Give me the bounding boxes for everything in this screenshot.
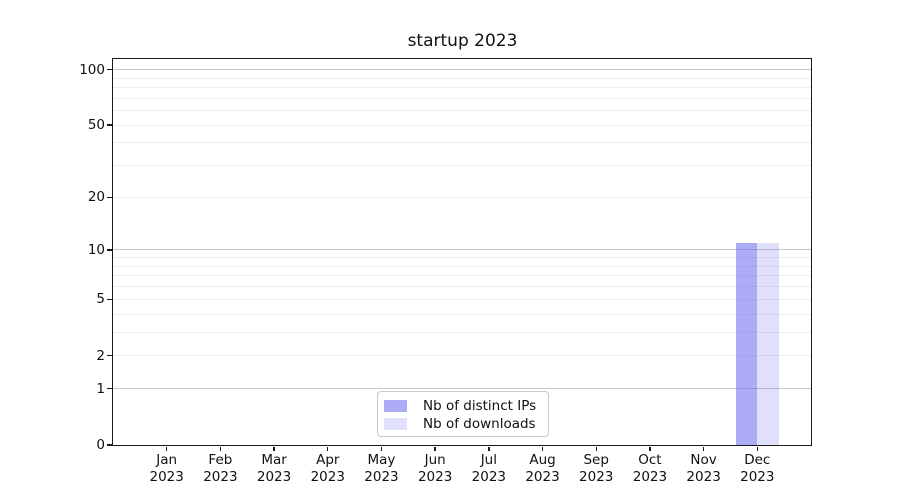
- gridline-minor: [113, 275, 811, 277]
- y-tick-label: 10: [87, 241, 105, 258]
- bar-nb-of-downloads: [757, 242, 779, 445]
- gridline-minor: [113, 355, 811, 357]
- legend-swatch-downloads: [384, 418, 407, 430]
- gridline-major: [113, 249, 811, 251]
- y-tick-label: 5: [96, 291, 105, 308]
- legend-label-distinct-ips: Nb of distinct IPs: [423, 398, 537, 414]
- x-tick-label: Jul 2023: [471, 452, 507, 485]
- x-tick-label: Nov 2023: [686, 452, 721, 485]
- x-tick-mark: [541, 446, 544, 451]
- gridline-major: [113, 388, 811, 390]
- y-tick-label: 0: [96, 437, 105, 453]
- x-tick-mark: [327, 446, 329, 451]
- gridline-minor: [113, 286, 811, 288]
- x-tick-mark: [165, 446, 168, 451]
- x-tick-label: Aug 2023: [525, 452, 560, 485]
- x-tick-label: Mar 2023: [256, 452, 292, 485]
- x-tick-mark: [649, 446, 651, 451]
- gridline-minor: [113, 124, 811, 126]
- gridline-minor: [113, 257, 811, 259]
- gridline-minor: [113, 313, 811, 315]
- x-tick-mark: [702, 446, 705, 451]
- y-tick-label: 1: [96, 380, 105, 397]
- plot-area: 0 1 2 5 10 20 50 100 Jan 2023 Feb 2023 Mar 2023 Apr 202…: [79, 58, 812, 485]
- y-tick-mark: [107, 124, 112, 126]
- y-tick-mark: [107, 444, 112, 446]
- y-tick-label: 50: [87, 117, 105, 134]
- y-tick-label: 100: [79, 61, 105, 78]
- gridline-minor: [113, 196, 811, 198]
- x-tick-mark: [756, 446, 758, 451]
- chart-title: startup 2023: [407, 31, 518, 51]
- gridline-minor: [113, 298, 811, 300]
- y-tick-mark: [107, 68, 112, 71]
- legend: Nb of distinct IPs Nb of downloads: [377, 391, 549, 437]
- x-tick-label: Dec 2023: [740, 452, 775, 485]
- x-tick-label: Jan 2023: [149, 452, 184, 485]
- x-tick-label: Oct 2023: [632, 452, 668, 485]
- legend-label-downloads: Nb of downloads: [423, 416, 536, 432]
- legend-item-downloads: Nb of downloads: [384, 415, 548, 433]
- y-tick-mark: [107, 249, 112, 251]
- gridline-minor: [113, 110, 811, 112]
- gridline-minor: [113, 265, 811, 267]
- gridline-minor: [113, 77, 811, 79]
- y-tick-mark: [107, 298, 112, 300]
- y-tick-mark: [107, 387, 112, 390]
- x-tick-label: May 2023: [364, 452, 399, 485]
- y-tick-mark: [107, 354, 112, 357]
- gridline-minor: [113, 87, 811, 88]
- x-tick-label: Feb 2023: [203, 452, 238, 485]
- y-tick-mark: [107, 196, 112, 199]
- gridline-major: [113, 69, 811, 71]
- y-tick-label: 2: [96, 347, 105, 364]
- gridline-minor: [113, 331, 811, 333]
- gridline-minor: [113, 165, 811, 167]
- x-tick-label: Sep 2023: [579, 452, 614, 485]
- legend-item-distinct-ips: Nb of distinct IPs: [384, 397, 548, 415]
- x-tick-mark: [488, 446, 490, 451]
- x-tick-mark: [273, 446, 275, 451]
- gridline-minor: [113, 97, 811, 99]
- x-tick-label: Jun 2023: [417, 452, 453, 485]
- legend-swatch-distinct-ips: [384, 400, 407, 412]
- gridline-minor: [113, 142, 811, 144]
- x-tick-mark: [595, 446, 597, 451]
- y-tick-label: 20: [87, 189, 105, 206]
- x-tick-mark: [219, 446, 222, 451]
- bar-nb-of-distinct-ips: [735, 242, 758, 445]
- x-tick-mark: [380, 446, 383, 451]
- x-tick-mark: [434, 446, 436, 451]
- x-tick-label: Apr 2023: [310, 452, 345, 485]
